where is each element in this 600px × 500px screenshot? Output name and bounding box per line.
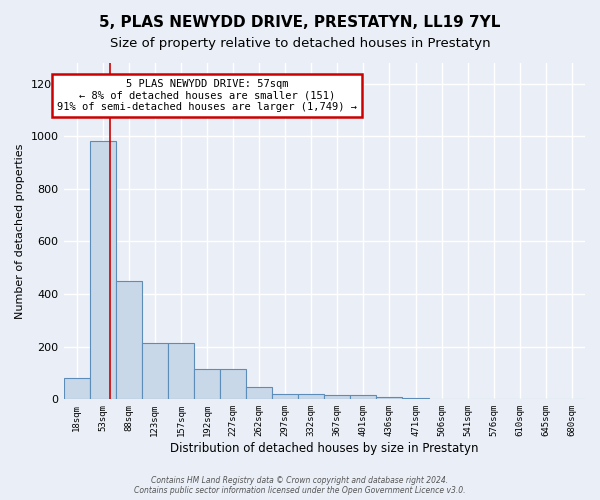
Text: Contains HM Land Registry data © Crown copyright and database right 2024.
Contai: Contains HM Land Registry data © Crown c… [134, 476, 466, 495]
Text: 5 PLAS NEWYDD DRIVE: 57sqm
← 8% of detached houses are smaller (151)
91% of semi: 5 PLAS NEWYDD DRIVE: 57sqm ← 8% of detac… [57, 79, 357, 112]
Bar [246, 386, 272, 400]
Bar [220, 369, 246, 400]
Bar [376, 397, 403, 400]
X-axis label: Distribution of detached houses by size in Prestatyn: Distribution of detached houses by size … [170, 442, 479, 455]
Bar [324, 394, 350, 400]
Bar [142, 343, 168, 400]
Bar [298, 394, 324, 400]
Bar [455, 399, 481, 400]
Bar [481, 399, 507, 400]
Text: Size of property relative to detached houses in Prestatyn: Size of property relative to detached ho… [110, 38, 490, 51]
Bar [116, 281, 142, 400]
Bar [428, 398, 455, 400]
Bar [194, 369, 220, 400]
Bar [89, 142, 116, 400]
Bar [272, 394, 298, 400]
Y-axis label: Number of detached properties: Number of detached properties [15, 143, 25, 318]
Bar [168, 343, 194, 400]
Bar [403, 398, 428, 400]
Bar [64, 378, 89, 400]
Bar [350, 396, 376, 400]
Text: 5, PLAS NEWYDD DRIVE, PRESTATYN, LL19 7YL: 5, PLAS NEWYDD DRIVE, PRESTATYN, LL19 7Y… [100, 15, 500, 30]
